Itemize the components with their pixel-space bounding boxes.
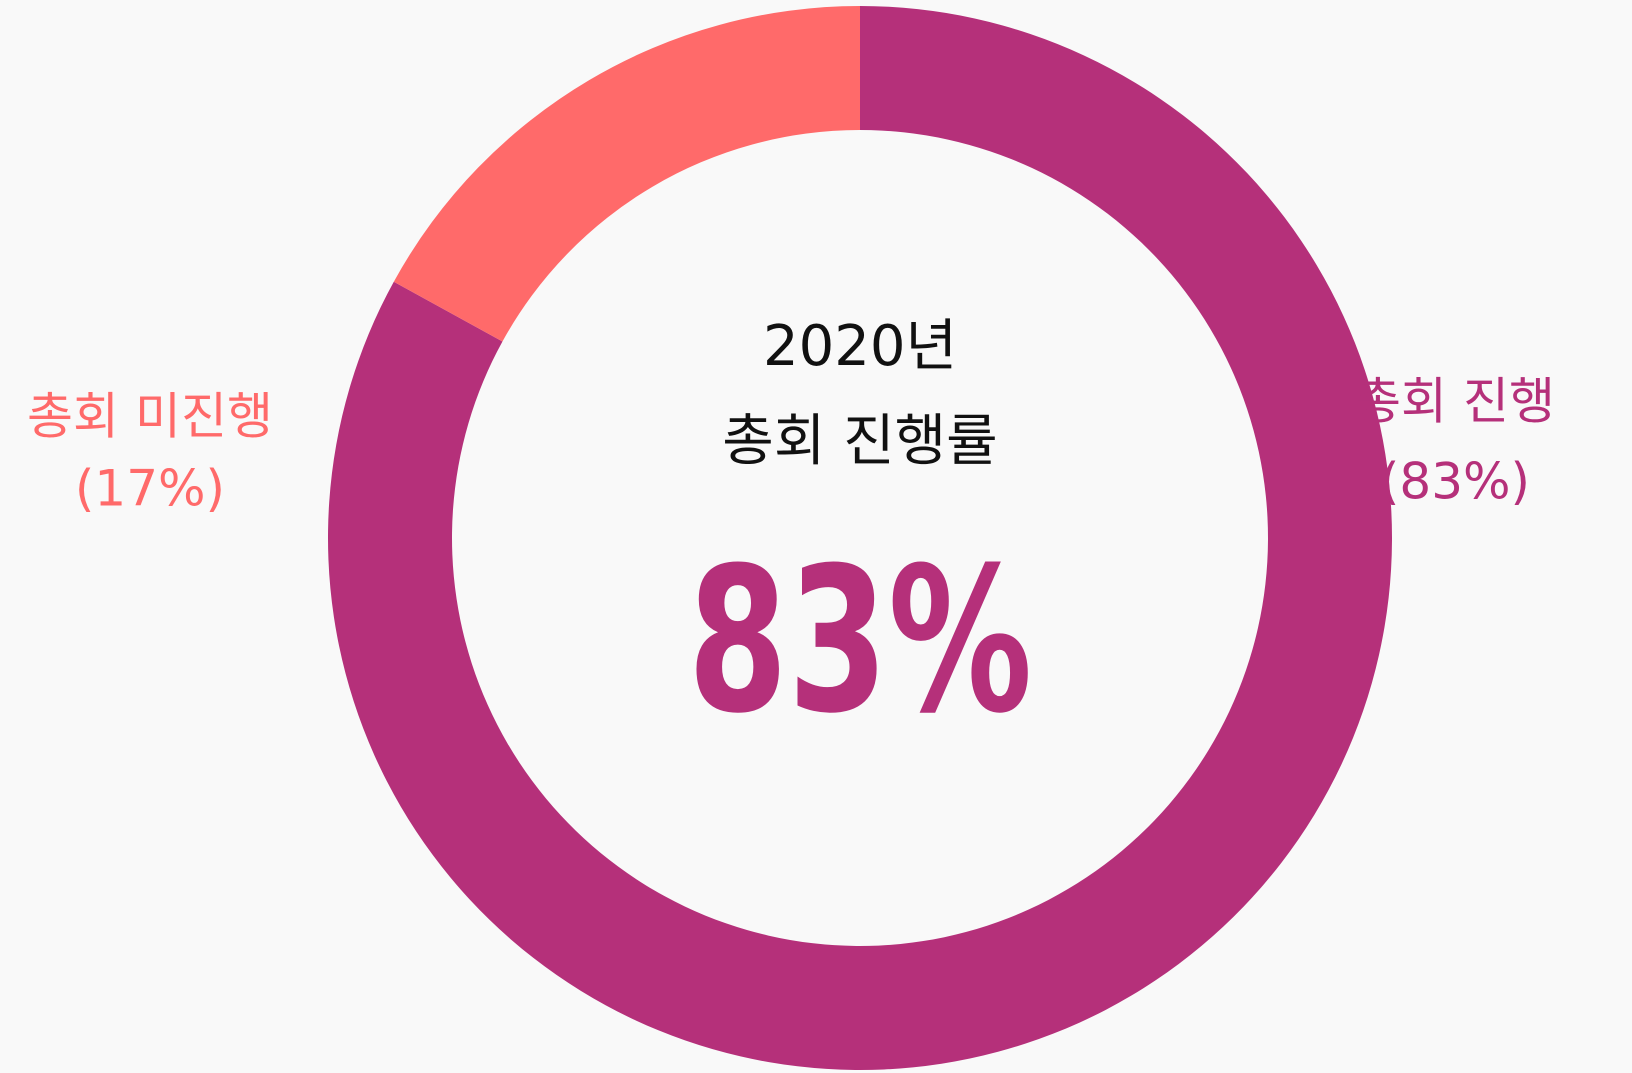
chart-title: 2020년 — [763, 314, 957, 379]
value-label: (17%) — [75, 460, 225, 518]
legend-label: 총회 미진행 — [27, 388, 273, 446]
donut-segment — [393, 6, 860, 342]
value-label: (83%) — [1380, 453, 1530, 511]
chart-subtitle: 총회 진행률 — [722, 409, 997, 474]
center-annotation: 83% — [688, 525, 1033, 758]
legend-label: 총회 진행 — [1355, 373, 1555, 431]
donut-ring — [327, 6, 1392, 1070]
